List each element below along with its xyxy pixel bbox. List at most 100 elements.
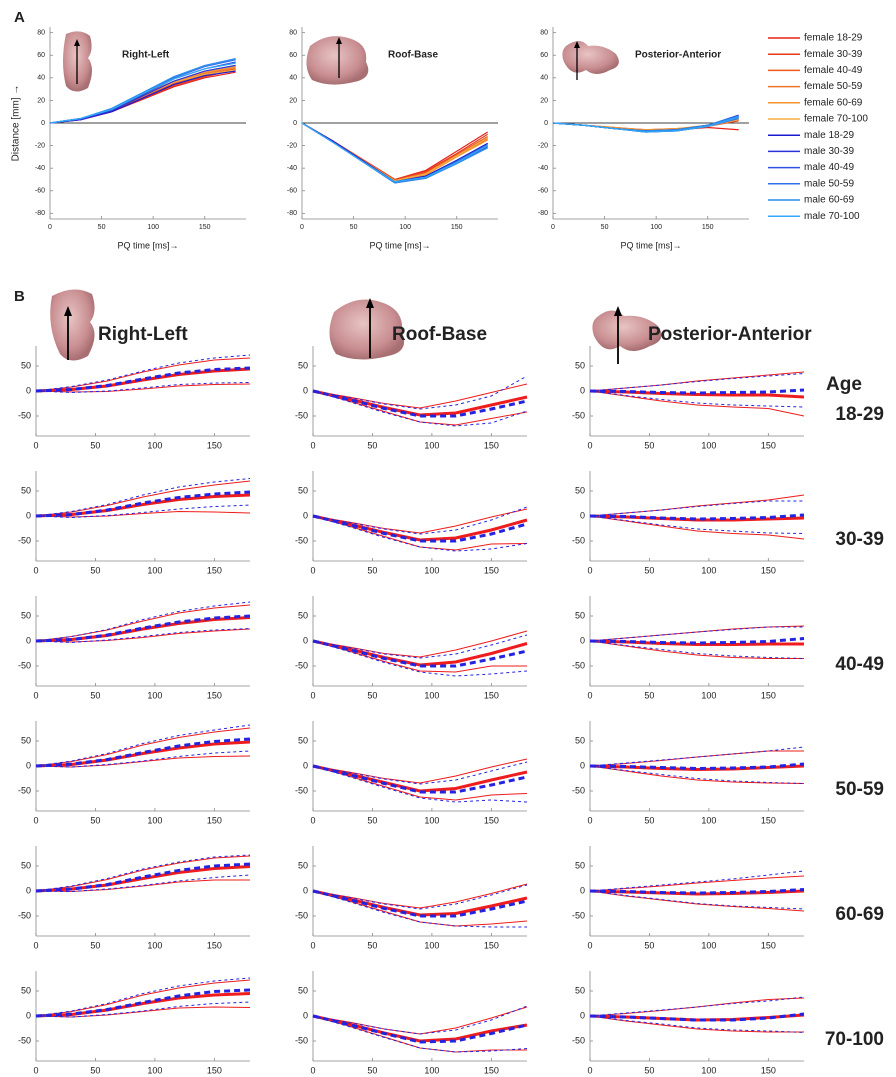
mean-line bbox=[312, 514, 528, 543]
y-tick-label: 80 bbox=[37, 29, 45, 36]
y-tick-label: 50 bbox=[575, 610, 585, 620]
y-tick-label: -50 bbox=[18, 535, 31, 545]
x-tick-label: 50 bbox=[601, 224, 609, 231]
lower-line bbox=[35, 383, 251, 393]
mean-line bbox=[35, 988, 251, 1018]
upper-line bbox=[589, 626, 804, 642]
x-tick-label: 50 bbox=[644, 1065, 654, 1075]
x-tick-label: 100 bbox=[147, 565, 162, 575]
x-tick-label: 100 bbox=[650, 224, 662, 231]
x-tick-label: 100 bbox=[399, 224, 411, 231]
mean-line bbox=[312, 389, 528, 418]
mean-line bbox=[589, 762, 805, 771]
x-tick-label: 100 bbox=[701, 815, 716, 825]
x-tick-label: 150 bbox=[761, 565, 776, 575]
age-label: 50-59 bbox=[835, 779, 884, 800]
x-tick-label: 50 bbox=[98, 224, 106, 231]
x-tick-label: 0 bbox=[33, 690, 38, 700]
y-tick-label: 0 bbox=[580, 885, 585, 895]
age-heading: Age bbox=[826, 374, 862, 395]
upper-line bbox=[589, 625, 805, 642]
y-tick-label: 0 bbox=[26, 635, 31, 645]
y-tick-label: -50 bbox=[18, 410, 31, 420]
mean-line bbox=[312, 764, 528, 793]
legend-label: male 18-29 bbox=[804, 130, 854, 141]
series-line bbox=[552, 115, 739, 132]
series-line bbox=[301, 122, 488, 183]
mean-line bbox=[35, 737, 251, 768]
y-tick-label: 40 bbox=[289, 75, 297, 82]
x-tick-label: 100 bbox=[424, 440, 439, 450]
x-tick-label: 100 bbox=[701, 440, 716, 450]
y-tick-label: 0 bbox=[580, 385, 585, 395]
x-tick-label: 100 bbox=[147, 690, 162, 700]
lower-line bbox=[35, 1006, 251, 1018]
y-tick-label: -20 bbox=[35, 142, 45, 149]
y-tick-label: -40 bbox=[287, 165, 297, 172]
y-tick-label: -50 bbox=[572, 1035, 585, 1045]
x-tick-label: 0 bbox=[587, 815, 592, 825]
y-tick-label: 50 bbox=[575, 735, 585, 745]
x-tick-label: 0 bbox=[551, 224, 555, 231]
x-tick-label: 0 bbox=[33, 815, 38, 825]
y-tick-label: 50 bbox=[575, 360, 585, 370]
legend-label: female 18-29 bbox=[804, 33, 863, 44]
legend-label: male 70-100 bbox=[804, 211, 860, 222]
y-tick-label: -40 bbox=[538, 165, 548, 172]
lower-line bbox=[35, 510, 251, 518]
y-tick-label: 50 bbox=[21, 485, 31, 495]
x-tick-label: 0 bbox=[33, 940, 38, 950]
mean-line bbox=[312, 764, 528, 794]
lower-line bbox=[312, 640, 528, 677]
upper-line bbox=[35, 357, 251, 392]
x-tick-label: 50 bbox=[644, 940, 654, 950]
legend-label: female 60-69 bbox=[804, 97, 863, 108]
y-tick-label: -50 bbox=[295, 660, 308, 670]
x-tick-label: 0 bbox=[310, 1065, 315, 1075]
x-tick-label: 0 bbox=[310, 565, 315, 575]
upper-line bbox=[35, 601, 251, 642]
mean-line bbox=[589, 888, 805, 895]
upper-line bbox=[589, 494, 805, 517]
x-tick-label: 150 bbox=[484, 940, 499, 950]
x-tick-label: 150 bbox=[761, 940, 776, 950]
upper-line bbox=[35, 478, 251, 517]
lower-line bbox=[312, 390, 528, 427]
upper-line bbox=[589, 870, 805, 892]
y-tick-label: -80 bbox=[35, 210, 45, 217]
x-tick-label: 0 bbox=[587, 940, 592, 950]
x-tick-label: 50 bbox=[90, 815, 100, 825]
x-tick-label: 150 bbox=[207, 1065, 222, 1075]
x-tick-label: 100 bbox=[147, 440, 162, 450]
x-tick-label: 100 bbox=[701, 940, 716, 950]
mean-line bbox=[35, 366, 251, 393]
upper-line bbox=[35, 855, 251, 892]
y-tick-label: 0 bbox=[303, 885, 308, 895]
series-line bbox=[301, 122, 489, 181]
x-tick-label: 0 bbox=[310, 440, 315, 450]
upper-line bbox=[312, 375, 528, 410]
x-tick-label: 50 bbox=[90, 440, 100, 450]
x-tick-label: 100 bbox=[147, 1065, 162, 1075]
y-tick-label: -20 bbox=[538, 142, 548, 149]
y-tick-label: -50 bbox=[572, 660, 585, 670]
y-tick-label: 50 bbox=[298, 360, 308, 370]
x-tick-label: 50 bbox=[644, 565, 654, 575]
x-tick-label: 0 bbox=[587, 690, 592, 700]
upper-line bbox=[35, 854, 251, 892]
y-tick-label: 40 bbox=[37, 75, 45, 82]
y-tick-label: 60 bbox=[289, 52, 297, 59]
y-tick-label: 50 bbox=[298, 485, 308, 495]
y-tick-label: 0 bbox=[580, 760, 585, 770]
x-tick-label: 0 bbox=[33, 565, 38, 575]
x-tick-label: 150 bbox=[207, 690, 222, 700]
x-tick-label: 100 bbox=[147, 224, 159, 231]
y-tick-label: 0 bbox=[26, 510, 31, 520]
upper-line bbox=[589, 750, 804, 767]
y-tick-label: -50 bbox=[295, 910, 308, 920]
y-tick-label: -50 bbox=[18, 910, 31, 920]
x-tick-label: 150 bbox=[761, 1065, 776, 1075]
y-tick-label: 40 bbox=[540, 75, 548, 82]
